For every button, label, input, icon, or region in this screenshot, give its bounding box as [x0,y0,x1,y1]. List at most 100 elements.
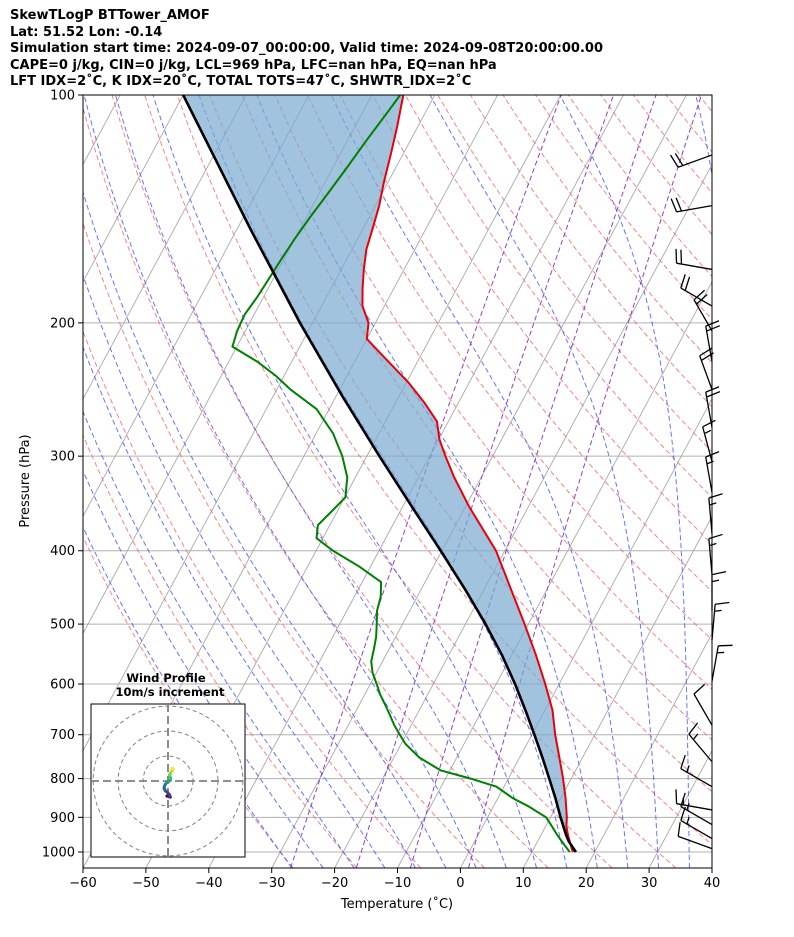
barb-flag [708,533,723,540]
barb-flag [680,806,686,821]
barb-shaft [688,733,713,763]
x-tick-label: −40 [195,876,222,891]
barb-half-flag [709,502,717,506]
wind-barb [711,644,733,682]
axes: −60 −50 −40 −30 −20 −10 0 10 20 30 40 100 200 300 400 5… [42,89,720,892]
dry-adiabat [632,95,712,194]
wind-barb [670,197,713,213]
barb-half-flag [709,542,717,547]
barb-half-flag [704,429,712,435]
hodograph [90,703,246,858]
isotherm-line [397,280,712,868]
barb-shaft [705,326,713,362]
barb-flag [674,153,684,166]
barb-half-flag [711,579,720,583]
wind-barb [705,320,721,362]
dry-adiabat [83,329,422,868]
y-tick-label: 300 [50,450,75,465]
hodograph-plot [91,704,245,857]
moist-adiabat [83,469,324,868]
moist-adiabat [330,95,629,868]
barb-flag [680,249,683,265]
cin-region [183,95,576,852]
barb-shaft [680,805,713,826]
dry-adiabat [437,95,712,453]
x-tick-label: 10 [515,876,532,891]
barb-flag [718,644,733,647]
mixing-ratio-line [409,95,657,868]
dry-adiabat [469,95,712,408]
dry-adiabat [111,95,613,868]
mixing-ratio-line [290,95,562,868]
barb-half-flag [686,803,690,811]
barb-flag [684,276,691,291]
y-tick-label: 700 [50,728,75,743]
hodograph-segment [170,766,175,771]
x-axis-label: Temperature (˚C) [340,896,453,912]
barb-flag [693,683,706,695]
dry-adiabat [83,221,485,868]
x-tick-label: −30 [258,876,285,891]
barb-shaft [711,645,719,682]
barb-shaft [693,299,713,332]
dry-adiabat [144,95,677,868]
x-tick-label: −50 [132,876,159,891]
chart-header: SkewTLogP BTTower_AMOF Lat: 51.52 Lon: -… [10,8,603,91]
wind-barb [708,533,723,575]
isotherm-line [271,95,687,868]
isotherm-line [460,398,712,868]
wind-barb [711,571,727,611]
barb-flag [696,294,708,305]
mixing-ratio-line [468,95,702,868]
x-tick-label: 30 [641,876,658,891]
dry-adiabat [600,95,712,236]
barb-flag [708,493,723,499]
x-tick-label: 40 [704,876,721,891]
wind-barb [702,419,716,462]
dry-adiabat [83,105,549,868]
dry-adiabat [535,95,712,321]
wind-barb [680,792,713,826]
barb-flag [693,289,706,301]
wind-barb [680,754,713,788]
barb-flag [680,792,686,807]
dewpoint-line [231,95,571,853]
parcel-line [182,95,578,853]
wind-barb [693,289,713,332]
profiles [182,95,578,853]
wind-barb [699,347,714,390]
y-tick-label: 600 [50,678,75,693]
barb-flag [680,274,686,289]
wind-barb [693,683,713,726]
barb-shaft [676,803,713,811]
barb-shaft [676,204,713,213]
y-tick-label: 500 [50,618,75,633]
barb-half-flag [714,609,722,612]
wind-barb [677,822,713,850]
time-line: Simulation start time: 2024-09-07_00:00:… [10,41,603,56]
location-line: Lat: 51.52 Lon: -0.14 [10,24,163,40]
isotherm-line [83,95,310,518]
temperature-line [361,95,574,853]
moist-adiabat [115,95,507,868]
barb-shaft [702,426,713,462]
barb-flag [706,391,721,398]
isotherm-line [648,749,712,868]
moist-adiabat [83,95,477,868]
moist-adiabat [83,190,447,868]
wind-barb [708,493,723,534]
barb-flag [699,347,713,357]
barb-flag [675,248,678,264]
isotherm-line [711,867,712,868]
chart-title: SkewTLogP BTTower_AMOF [10,8,210,23]
y-tick-label: 100 [50,89,75,104]
wind-barb [680,806,713,840]
barb-shaft [693,693,713,726]
barb-half-flag [686,765,690,773]
index-line: LFT IDX=2˚C, K IDX=20˚C, TOTAL TOTS=47˚C… [10,74,472,89]
hodograph-subtitle: 10m/s increment [116,685,225,699]
cin-fill [183,95,576,852]
moist-adiabat [83,526,293,868]
wind-barb [711,601,730,641]
